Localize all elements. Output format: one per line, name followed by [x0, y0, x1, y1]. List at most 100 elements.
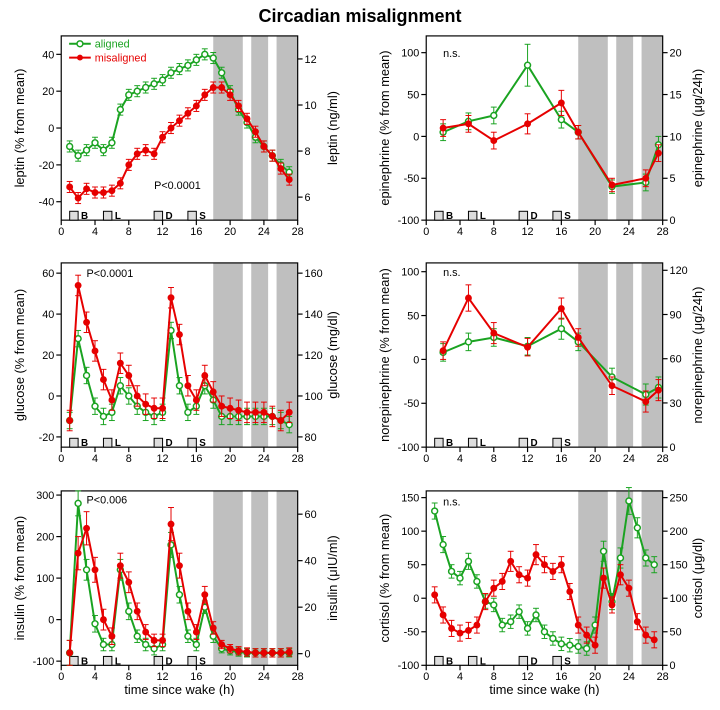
svg-text:B: B — [81, 438, 88, 449]
svg-text:12: 12 — [522, 226, 534, 238]
svg-text:8: 8 — [491, 226, 497, 238]
svg-text:-100: -100 — [398, 660, 420, 672]
svg-text:100: 100 — [670, 593, 688, 605]
svg-text:0: 0 — [58, 671, 64, 683]
panel-glucose: 0481216202428-20020406080100120140160BLD… — [10, 257, 345, 474]
svg-text:S: S — [199, 438, 206, 449]
svg-text:glucose (mg/dl): glucose (mg/dl) — [325, 312, 340, 399]
panel-norepinephrine: 0481216202428-100-500501000306090120BLDS… — [375, 257, 710, 474]
svg-text:0: 0 — [423, 226, 429, 238]
svg-text:160: 160 — [305, 268, 323, 280]
svg-text:28: 28 — [292, 226, 304, 238]
svg-text:B: B — [446, 656, 453, 667]
svg-text:60: 60 — [670, 354, 682, 366]
svg-text:10: 10 — [305, 100, 317, 112]
svg-text:-100: -100 — [398, 442, 420, 454]
svg-text:50: 50 — [670, 626, 682, 638]
svg-text:L: L — [480, 656, 486, 667]
svg-text:B: B — [446, 211, 453, 222]
svg-text:-50: -50 — [404, 399, 420, 411]
svg-text:28: 28 — [292, 453, 304, 465]
svg-text:0: 0 — [413, 593, 419, 605]
svg-text:100: 100 — [401, 48, 419, 60]
svg-text:-50: -50 — [404, 173, 420, 185]
svg-text:200: 200 — [36, 531, 54, 543]
svg-text:100: 100 — [401, 267, 419, 279]
svg-text:20: 20 — [42, 350, 54, 362]
svg-text:0: 0 — [423, 453, 429, 465]
svg-text:0: 0 — [670, 442, 676, 454]
svg-text:28: 28 — [657, 671, 669, 683]
svg-text:misaligned: misaligned — [95, 53, 147, 65]
panel-cortisol: 0481216202428-100-5005010015005010015020… — [375, 485, 710, 702]
svg-text:epinephrine (μg/24h): epinephrine (μg/24h) — [690, 69, 705, 187]
svg-text:20: 20 — [670, 48, 682, 60]
svg-text:P<0.006: P<0.006 — [87, 494, 128, 506]
svg-text:0: 0 — [58, 453, 64, 465]
panel-grid: 0481216202428-40-2002040681012BLDSleptin… — [0, 30, 720, 702]
svg-text:100: 100 — [401, 526, 419, 538]
svg-text:L: L — [115, 656, 121, 667]
svg-text:4: 4 — [457, 671, 463, 683]
svg-text:cortisol (μg/dl): cortisol (μg/dl) — [690, 537, 705, 618]
svg-text:n.s.: n.s. — [443, 496, 460, 508]
svg-text:8: 8 — [126, 226, 132, 238]
svg-text:12: 12 — [522, 453, 534, 465]
svg-text:60: 60 — [42, 268, 54, 280]
svg-text:140: 140 — [305, 309, 323, 321]
svg-text:250: 250 — [670, 492, 688, 504]
svg-text:S: S — [564, 438, 571, 449]
svg-text:15: 15 — [670, 89, 682, 101]
svg-text:-100: -100 — [398, 215, 420, 227]
svg-text:0: 0 — [413, 355, 419, 367]
svg-text:28: 28 — [657, 453, 669, 465]
svg-text:28: 28 — [657, 226, 669, 238]
svg-text:D: D — [531, 656, 538, 667]
svg-text:12: 12 — [305, 54, 317, 66]
svg-text:0: 0 — [413, 131, 419, 143]
svg-text:4: 4 — [92, 226, 98, 238]
svg-text:D: D — [531, 438, 538, 449]
svg-text:S: S — [564, 656, 571, 667]
svg-text:5: 5 — [670, 173, 676, 185]
svg-text:D: D — [166, 656, 173, 667]
svg-text:norepinephrine (% from mean): norepinephrine (% from mean) — [377, 269, 392, 443]
svg-text:0: 0 — [58, 226, 64, 238]
svg-text:4: 4 — [92, 671, 98, 683]
panel-insulin: 0481216202428-10001002003000204060BLDSin… — [10, 485, 345, 702]
svg-text:50: 50 — [407, 311, 419, 323]
svg-text:10: 10 — [670, 131, 682, 143]
svg-text:40: 40 — [305, 555, 317, 567]
svg-text:insulin (% from mean): insulin (% from mean) — [12, 516, 27, 640]
svg-text:24: 24 — [623, 453, 635, 465]
svg-text:4: 4 — [457, 453, 463, 465]
svg-text:0: 0 — [48, 391, 54, 403]
svg-text:-50: -50 — [404, 626, 420, 638]
svg-text:20: 20 — [589, 226, 601, 238]
svg-text:20: 20 — [42, 86, 54, 98]
svg-text:0: 0 — [48, 123, 54, 135]
svg-text:30: 30 — [670, 398, 682, 410]
svg-text:S: S — [199, 656, 206, 667]
svg-text:24: 24 — [623, 671, 635, 683]
svg-text:90: 90 — [670, 310, 682, 322]
svg-text:time since wake (h): time since wake (h) — [489, 682, 599, 697]
svg-text:12: 12 — [157, 226, 169, 238]
svg-text:L: L — [115, 438, 121, 449]
svg-text:-40: -40 — [39, 197, 55, 209]
svg-text:glucose (% from mean): glucose (% from mean) — [12, 289, 27, 421]
svg-text:150: 150 — [401, 492, 419, 504]
svg-text:D: D — [531, 211, 538, 222]
svg-text:time since wake (h): time since wake (h) — [124, 682, 234, 697]
svg-text:0: 0 — [670, 215, 676, 227]
svg-text:0: 0 — [48, 614, 54, 626]
svg-text:60: 60 — [305, 509, 317, 521]
svg-text:16: 16 — [555, 453, 567, 465]
svg-text:P<0.0001: P<0.0001 — [154, 180, 201, 192]
svg-text:S: S — [199, 211, 206, 222]
svg-text:150: 150 — [670, 559, 688, 571]
svg-text:B: B — [81, 656, 88, 667]
svg-text:50: 50 — [407, 559, 419, 571]
svg-text:S: S — [564, 211, 571, 222]
svg-text:100: 100 — [36, 573, 54, 585]
